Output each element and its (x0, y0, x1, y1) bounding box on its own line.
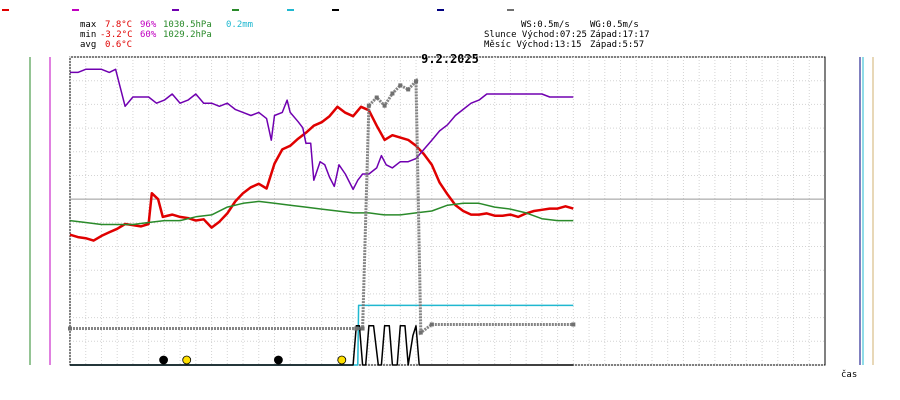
wind-dir-point (366, 103, 371, 108)
stat-min-label: min (80, 30, 96, 40)
astro-sun-rise: Slunce Východ:07:25 (484, 30, 587, 40)
sunrise-marker (182, 355, 192, 365)
wind-dir-point (571, 322, 576, 327)
chart-title: 9.2.2025 (421, 52, 479, 66)
stats-panel: max 7.8°C 96% 1030.5hPa 0.2mm min -3.2°C… (80, 20, 650, 50)
series-line (70, 77, 574, 336)
stat-min-temp: -3.2°C (100, 30, 133, 40)
astro-moon-set: Západ:5:57 (590, 40, 644, 50)
stat-avg-temp: 0.6°C (105, 40, 132, 50)
grid (69, 56, 825, 366)
stat-max-temp: 7.8°C (105, 20, 132, 30)
astro-ws: WS:0.5m/s (521, 20, 570, 30)
wind-dir-point (406, 87, 411, 92)
wind-dir-point (398, 83, 403, 88)
series-line (69, 105, 574, 242)
astro-moon-rise: Měsíc Východ:13:15 (484, 40, 582, 50)
series (68, 68, 576, 366)
astro-sun-set: Západ:17:17 (590, 30, 650, 40)
series-line (70, 325, 574, 366)
series-line (70, 304, 574, 366)
sunset-marker (337, 355, 347, 365)
stat-avg-label: avg (80, 40, 96, 50)
stat-min-hum: 60% (140, 30, 157, 40)
series-line (69, 200, 574, 226)
moonset-marker (159, 355, 168, 365)
stat-max-hum: 96% (140, 20, 157, 30)
stat-max-rain: 0.2mm (226, 20, 253, 30)
series-line (70, 68, 574, 191)
stat-max-press: 1030.5hPa (163, 20, 212, 30)
astro-wg: WG:0.5m/s (590, 20, 639, 30)
wind-dir-point (429, 322, 434, 327)
x-axis-label: čas (841, 369, 857, 380)
stat-min-press: 1029.2hPa (163, 30, 212, 40)
stat-max-label: max (80, 20, 97, 30)
markers (159, 355, 347, 365)
moonrise-marker (274, 355, 283, 365)
